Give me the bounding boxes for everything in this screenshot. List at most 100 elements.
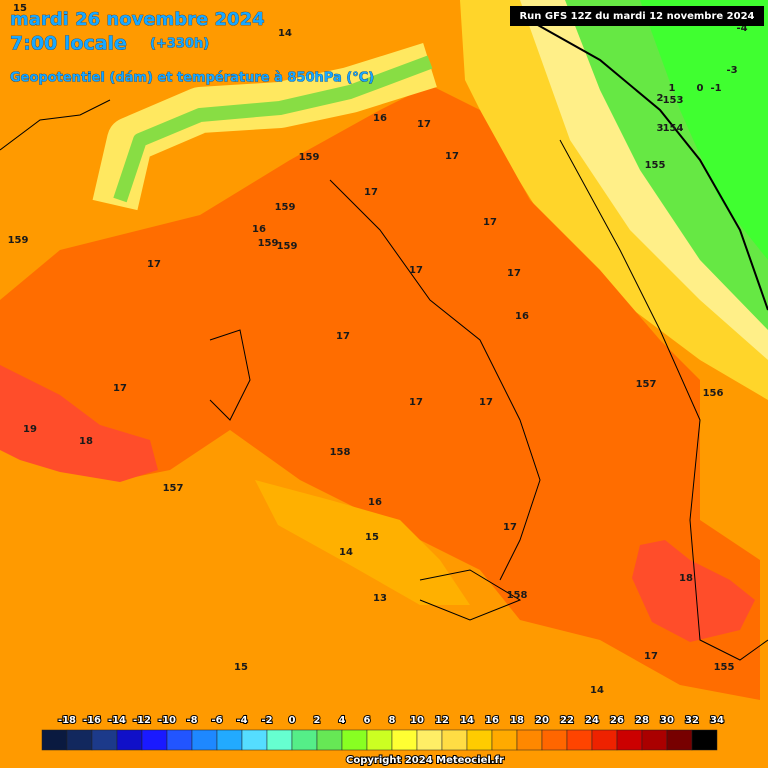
legend-label: 16 [485, 715, 499, 726]
legend-swatch [91, 729, 118, 751]
legend-swatch [66, 729, 93, 751]
map-label: 17 [503, 522, 517, 533]
map-label: 155 [714, 662, 735, 673]
map-label: 18 [679, 573, 693, 584]
legend-label: -2 [261, 715, 272, 726]
legend-label: 28 [635, 715, 649, 726]
legend-swatch [566, 729, 593, 751]
legend-swatch [391, 729, 418, 751]
legend-label: 26 [610, 715, 624, 726]
map-label: 14 [590, 685, 604, 696]
cool-south [255, 480, 470, 605]
map-subtitle: Geopotentiel (dám) et température à 850h… [10, 71, 374, 86]
legend-swatch [41, 729, 68, 751]
legend-label: -8 [186, 715, 197, 726]
legend-label: 34 [710, 715, 724, 726]
coastline [329, 179, 541, 581]
map-label: 155 [645, 160, 666, 171]
legend-swatch [266, 729, 293, 751]
color-legend: -18 -16 -14 -12 -10 -8 -6 -4 -2 0 2 4 6 8 10 12 14 16 18 20… [41, 714, 725, 751]
legend-label: -18 [58, 715, 76, 726]
map-label: 14 [278, 28, 292, 39]
map-label: 159 [258, 238, 279, 249]
map-label: 16 [252, 224, 266, 235]
map-label: 15 [365, 532, 379, 543]
front-line [519, 14, 768, 311]
legend-swatch [241, 729, 268, 751]
map-label: 17 [147, 259, 161, 270]
legend-label: 14 [460, 715, 474, 726]
map-label: 19 [23, 424, 37, 435]
forecast-date: mardi 26 novembre 2024 [10, 9, 265, 30]
legend-swatch [166, 729, 193, 751]
legend-label: 0 [289, 715, 296, 726]
legend-label: 2 [314, 715, 321, 726]
map-label: 13 [373, 593, 387, 604]
map-label: 17 [479, 397, 493, 408]
legend-label: 18 [510, 715, 524, 726]
hot-spot-east [632, 540, 755, 642]
legend-label: 20 [535, 715, 549, 726]
legend-swatch [691, 729, 718, 751]
alps-core [113, 55, 433, 203]
legend-swatch [366, 729, 393, 751]
map-label: 157 [163, 483, 184, 494]
map-label: 14 [339, 547, 353, 558]
map-label: 158 [507, 590, 528, 601]
map-label: 17 [409, 265, 423, 276]
map-label: 154 [663, 123, 684, 134]
forecast-lead: (+330h) [150, 37, 209, 52]
legend-swatch [541, 729, 568, 751]
legend-label: 4 [339, 715, 346, 726]
map-label: 16 [515, 311, 529, 322]
map-label: 3 [657, 123, 664, 134]
legend-swatch [441, 729, 468, 751]
map-label: 18 [79, 436, 93, 447]
warm-core [0, 85, 760, 700]
legend-label: -6 [211, 715, 222, 726]
legend-swatch [216, 729, 243, 751]
map-label: 16 [373, 113, 387, 124]
legend-label: 8 [389, 715, 396, 726]
coastline [559, 139, 768, 661]
map-label: 17 [113, 383, 127, 394]
map-label: 159 [8, 235, 29, 246]
map-label: 158 [330, 447, 351, 458]
map-label: 15 [13, 3, 27, 14]
legend-label: 22 [560, 715, 574, 726]
legend-label: -4 [236, 715, 247, 726]
map-label: 17 [417, 119, 431, 130]
map-label: 17 [409, 397, 423, 408]
legend-swatch [416, 729, 443, 751]
map-label: 153 [663, 95, 684, 106]
legend-label: -16 [83, 715, 101, 726]
map-label: 17 [507, 268, 521, 279]
legend-swatch [116, 729, 143, 751]
legend-swatch [316, 729, 343, 751]
legend-label: -10 [158, 715, 176, 726]
legend-label: 10 [410, 715, 424, 726]
map-label: -4 [736, 23, 747, 34]
forecast-time: 7:00 locale [10, 33, 127, 55]
legend-swatch [491, 729, 518, 751]
legend-swatch [466, 729, 493, 751]
legend-swatch [666, 729, 693, 751]
legend-swatch [291, 729, 318, 751]
coastline [0, 99, 111, 151]
map-label: 16 [368, 497, 382, 508]
run-info: Run GFS 12Z du mardi 12 novembre 2024 [519, 11, 754, 22]
legend-swatch [191, 729, 218, 751]
map-label: 17 [644, 651, 658, 662]
map-label: 159 [277, 241, 298, 252]
legend-swatch [516, 729, 543, 751]
legend-label: 6 [364, 715, 371, 726]
map-label: -3 [726, 65, 737, 76]
hot-spot-west [0, 365, 158, 482]
map-labels: 15 14 -4 -3 1 0 -1 2 153 3 154 155 16 17 17 159 17 159 16 1… [8, 3, 748, 696]
map-label: 0 [697, 83, 704, 94]
map-label: 15 [234, 662, 248, 673]
legend-swatch [641, 729, 668, 751]
map-label: 2 [657, 93, 664, 104]
copyright: Copyright 2024 Meteociel.fr [346, 755, 504, 766]
